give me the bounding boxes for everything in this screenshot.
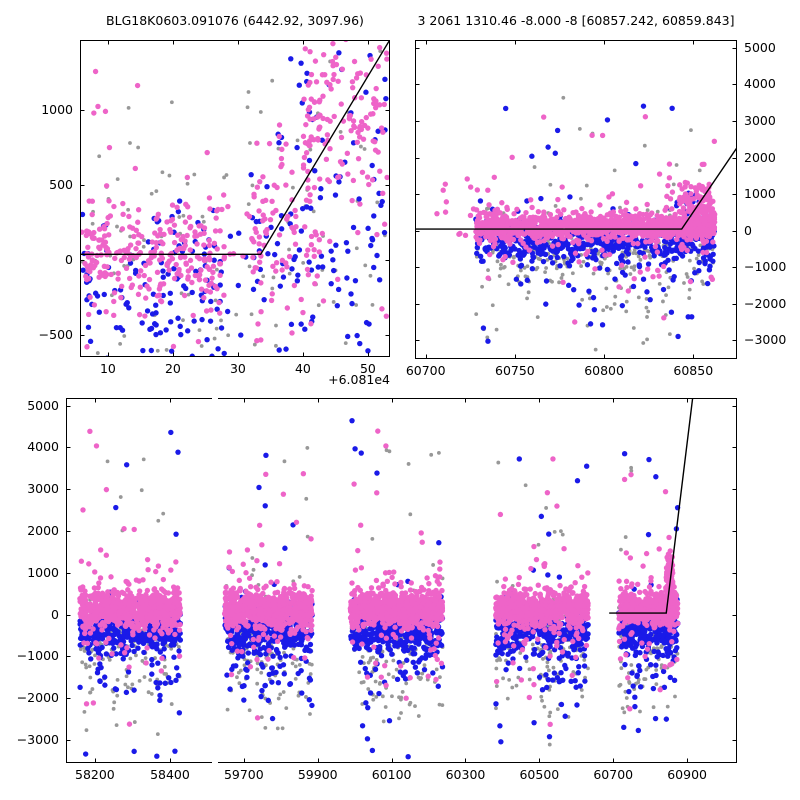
x-tick-label: 50 [359,361,376,376]
scatter-panel-bottom-left-seg [66,398,212,763]
y-tick-label: 5000 [27,397,59,413]
x-tick-label: 60500 [519,767,560,782]
x-axis-offset-label: +6.081e4 [328,372,390,387]
x-tick-label: 30 [229,361,246,376]
x-tick-label: 20 [164,361,181,376]
y-tick-label: 0 [744,222,752,238]
x-tick-label: 60850 [673,363,714,378]
y-tick-label: 1000 [27,564,59,580]
y-tick-label: 500 [49,177,73,193]
y-tick-label: −3000 [744,332,787,348]
y-tick-label: 1000 [744,186,776,201]
scatter-panel-bottom-right-seg [218,398,737,763]
x-tick-label: 60900 [667,767,707,782]
x-tick-label: 60100 [371,767,412,782]
scatter-panel-top-left [80,40,390,357]
y-tick-label: −1000 [744,259,787,274]
y-tick-label: −2000 [16,690,59,706]
x-tick-label: 60700 [405,363,446,378]
y-tick-label: 3000 [27,481,59,497]
y-tick-label: −2000 [744,295,787,311]
y-tick-label: 0 [51,606,59,622]
x-tick-label: 60750 [495,363,535,378]
y-tick-label: 5000 [744,39,776,55]
scatter-panel-top-right [415,40,737,359]
x-tick-label: 60800 [584,363,624,378]
x-tick-label: 60700 [593,767,634,782]
x-tick-label: 60300 [445,767,486,782]
x-tick-label: 59900 [297,767,338,782]
y-tick-label: 3000 [744,113,776,128]
x-tick-label: 59700 [223,767,264,782]
y-tick-label: 4000 [27,439,59,455]
y-tick-label: 0 [65,252,73,268]
y-tick-label: 1000 [41,102,73,118]
y-tick-label: −500 [38,327,73,343]
y-tick-label: 2000 [744,149,776,165]
panel-title-right: 3 2061 1310.46 -8.000 -8 [60857.242, 608… [417,13,735,28]
panel-title-left: BLG18K0603.091076 (6442.92, 3097.96) [106,13,364,28]
y-tick-label: 2000 [27,523,59,539]
x-tick-label: 58400 [150,767,190,782]
y-tick-label: −1000 [16,648,59,664]
y-tick-label: −3000 [16,732,59,748]
x-tick-label: 10 [99,361,116,376]
y-tick-label: 4000 [744,76,776,92]
x-tick-label: 40 [294,361,311,376]
x-tick-label: 58200 [75,767,115,782]
